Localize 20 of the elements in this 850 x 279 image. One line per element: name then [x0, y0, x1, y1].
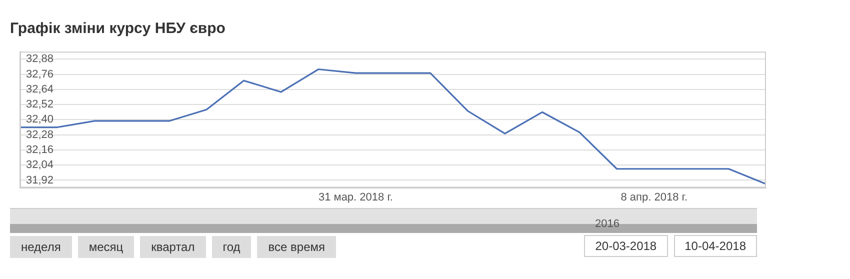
text: неделя — [10, 236, 72, 258]
y-tick-label: 32,40 — [26, 114, 54, 126]
y-tick-label: 32,52 — [26, 98, 54, 111]
range-navigator: 2016 — [10, 208, 757, 233]
text: год — [212, 236, 252, 258]
y-tick-label: 32,04 — [26, 159, 54, 172]
y-tick-label: 32,76 — [26, 68, 54, 80]
x-tick-label: 8 апр. 2018 г. — [620, 191, 688, 204]
y-tick-label: 32,16 — [26, 144, 54, 156]
text: месяц — [78, 236, 134, 258]
y-tick-label: 32,64 — [26, 83, 54, 96]
y-tick-label: 32,28 — [26, 128, 54, 141]
x-tick-label: 31 мар. 2018 г. — [318, 191, 393, 204]
text: все время — [257, 236, 336, 258]
y-tick-label: 31,92 — [26, 174, 54, 186]
text: 10-04-2018 — [674, 235, 757, 257]
text: 20-03-2018 — [584, 235, 668, 257]
chart-title: Графік зміни курсу НБУ євро — [10, 20, 226, 37]
text: квартал — [140, 236, 206, 258]
y-tick-label: 32,88 — [26, 53, 54, 66]
